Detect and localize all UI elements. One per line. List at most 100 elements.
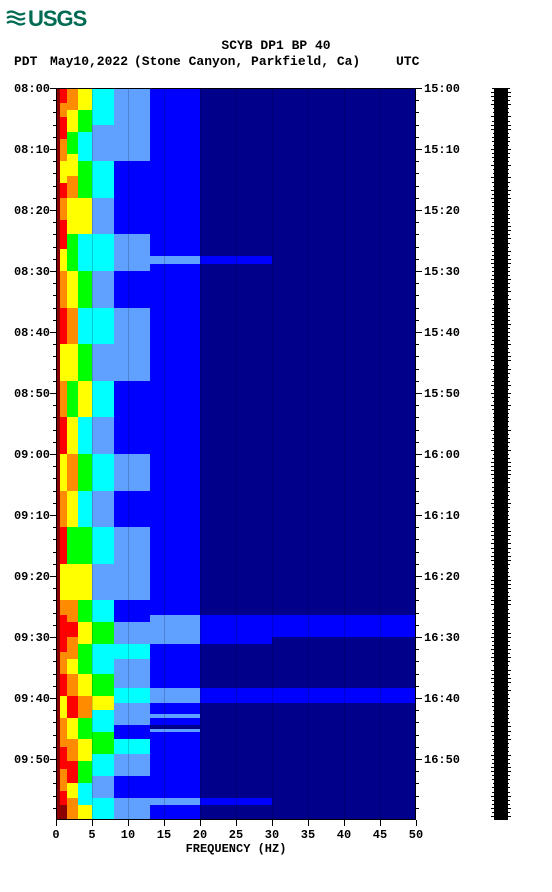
tick-minor-right — [416, 430, 419, 431]
tick-minor-right — [416, 735, 419, 736]
spectrogram-cell — [78, 564, 92, 601]
spectrogram-cell — [67, 344, 78, 381]
waveform-spike — [492, 251, 511, 252]
waveform-spike — [492, 243, 510, 244]
spectrogram-cell — [78, 696, 92, 718]
spectrogram-cell — [67, 739, 78, 761]
y-right-label: 16:10 — [424, 509, 460, 523]
waveform-spike — [492, 739, 511, 740]
tick-minor-left — [53, 783, 56, 784]
spectrogram-cell — [150, 805, 200, 820]
tick-minor-right — [416, 552, 419, 553]
spectrogram-cell — [78, 805, 92, 820]
spectrogram-cell — [92, 776, 114, 798]
spectrogram-cell — [60, 454, 66, 491]
spectrogram-cell — [114, 600, 150, 622]
x-tick-label: 40 — [334, 828, 354, 842]
waveform-spike — [492, 336, 511, 337]
waveform-spike — [493, 515, 510, 516]
tick-minor-left — [53, 686, 56, 687]
tick-minor-right — [416, 222, 419, 223]
tick-minor-right — [416, 747, 419, 748]
waveform-spike — [491, 430, 510, 431]
waveform-spike — [492, 100, 511, 101]
waveform-spike — [491, 129, 511, 130]
waveform-spike — [492, 182, 510, 183]
x-tick — [56, 820, 57, 826]
waveform-spike — [491, 584, 510, 585]
x-tick — [236, 820, 237, 826]
spectrogram-cell — [78, 198, 92, 235]
waveform-spike — [493, 710, 510, 711]
spectrogram-cell — [60, 308, 66, 345]
x-tick-label: 0 — [46, 828, 66, 842]
tick-minor-right — [416, 808, 419, 809]
tick-minor-left — [53, 161, 56, 162]
location-label: (Stone Canyon, Parkfield, Ca) — [134, 54, 360, 69]
spectrogram-cell — [92, 125, 114, 162]
spectrogram-cell — [92, 308, 114, 345]
tick-minor-left — [53, 478, 56, 479]
waveform-spike — [493, 454, 510, 455]
spectrogram-column — [92, 88, 114, 820]
x-tick-label: 25 — [226, 828, 246, 842]
waveform-spike — [492, 141, 509, 142]
y-left-label: 08:30 — [10, 265, 50, 279]
y-right-label: 16:30 — [424, 631, 460, 645]
spectrogram-cell — [60, 674, 66, 696]
y-left-label: 09:20 — [10, 570, 50, 584]
tick-minor-left — [53, 539, 56, 540]
spectrogram-cell — [78, 718, 92, 740]
waveform-spike — [492, 539, 511, 540]
waveform-spike — [493, 401, 509, 402]
x-tick-label: 50 — [406, 828, 426, 842]
spectrogram-cell — [114, 688, 150, 703]
spectrogram-cell — [67, 798, 78, 820]
waveform-spike — [491, 198, 510, 199]
tick-minor-right — [416, 356, 419, 357]
spectrogram-cell — [60, 381, 66, 418]
y-left-label: 09:50 — [10, 753, 50, 767]
tick-minor-right — [416, 112, 419, 113]
spectrogram-cell — [67, 696, 78, 718]
spectrogram-cell — [67, 234, 78, 271]
gridline-vertical — [200, 88, 201, 820]
spectrogram-cell — [60, 652, 66, 674]
waveform-spike — [493, 434, 510, 435]
spectrogram-cell — [60, 220, 66, 249]
waveform-spike — [492, 519, 510, 520]
y-left-label: 08:40 — [10, 326, 50, 340]
x-tick-label: 15 — [154, 828, 174, 842]
tick-minor-right — [416, 320, 419, 321]
waveform-spike — [491, 531, 511, 532]
tick-minor-left — [53, 442, 56, 443]
spectrogram-cell — [92, 417, 114, 454]
spectrogram-cell — [78, 600, 92, 622]
tick-minor-right — [416, 466, 419, 467]
gridline-vertical — [92, 88, 93, 820]
spectrogram-cell — [60, 161, 66, 183]
y-right-label: 15:30 — [424, 265, 460, 279]
waveform-spike — [492, 698, 510, 699]
tick-left — [50, 576, 56, 577]
spectrogram-cell — [150, 615, 200, 644]
tick-minor-right — [416, 369, 419, 370]
waveform-spike — [493, 210, 510, 211]
tick-minor-right — [416, 722, 419, 723]
spectrogram-cell — [60, 88, 66, 103]
spectrogram-cell — [114, 754, 150, 776]
spectrogram-cell — [67, 271, 78, 308]
tick-right — [416, 454, 422, 455]
waveform-spike — [493, 161, 510, 162]
waveform-spike — [493, 112, 509, 113]
spectrogram-cell — [67, 88, 78, 110]
spectrogram-cell — [67, 154, 78, 176]
waveform-spike — [492, 527, 510, 528]
y-left-label: 09:00 — [10, 448, 50, 462]
tick-minor-right — [416, 661, 419, 662]
waveform-spike — [492, 206, 509, 207]
tick-minor-right — [416, 173, 419, 174]
tick-minor-left — [53, 747, 56, 748]
spectrogram-cell — [78, 381, 92, 418]
waveform-spike — [493, 186, 510, 187]
